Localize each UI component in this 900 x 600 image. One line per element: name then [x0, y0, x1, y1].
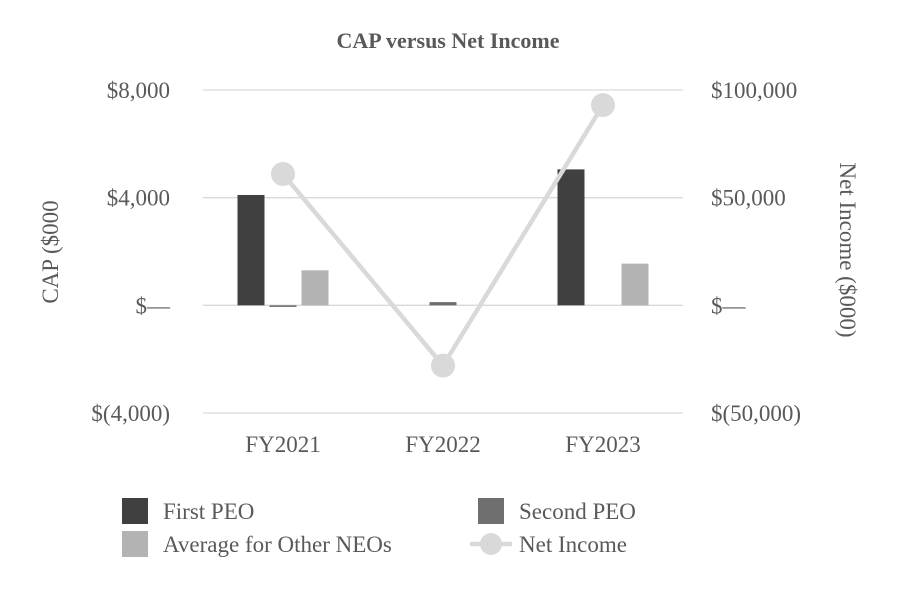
left-tick-label: $4,000 — [107, 186, 170, 211]
right-tick-label: $50,000 — [711, 186, 786, 211]
right-tick-label: $— — [711, 293, 747, 318]
bar-second-peo-fy2022 — [429, 302, 457, 306]
right-axis-label: Net Income ($000) — [835, 163, 860, 338]
net-income-line — [281, 103, 605, 368]
legend-label-net-income: Net Income — [519, 532, 627, 557]
x-tick-label: FY2021 — [245, 432, 320, 457]
left-axis-label: CAP ($000 — [38, 200, 63, 303]
legend-swatch-first-peo — [122, 498, 148, 524]
net-income-line-group — [271, 93, 615, 378]
right-tick-label: $(50,000) — [711, 401, 801, 426]
bar-average-for-other-neos-fy2023 — [621, 263, 649, 306]
left-tick-label: $(4,000) — [91, 401, 170, 426]
bar-average-for-other-neos-fy2021 — [301, 270, 329, 306]
legend-swatch-second-peo — [478, 498, 504, 524]
legend: First PEO Second PEO Average for Other NEO… — [122, 498, 636, 557]
legend-label-second-peo: Second PEO — [519, 499, 636, 524]
net-income-point-fy2023 — [591, 93, 615, 118]
net-income-point-fy2022 — [431, 353, 455, 378]
x-tick-label: FY2023 — [565, 432, 640, 457]
legend-swatch-marker-net-income — [480, 533, 502, 555]
bar-second-peo-fy2021 — [269, 305, 297, 307]
x-axis-ticks: FY2021 FY2022 FY2023 — [245, 432, 640, 457]
left-tick-label: $8,000 — [107, 78, 170, 103]
left-tick-label: $— — [136, 293, 172, 318]
right-tick-label: $100,000 — [711, 78, 797, 103]
net-income-point-fy2021 — [271, 161, 295, 186]
x-tick-label: FY2022 — [405, 432, 480, 457]
chart-title: CAP versus Net Income — [336, 28, 559, 53]
left-axis-ticks: $(4,000) $— $4,000 $8,000 — [91, 78, 171, 426]
bars — [237, 169, 649, 307]
legend-swatch-average-for-other-neos — [122, 531, 148, 557]
legend-label-first-peo: First PEO — [163, 499, 254, 524]
legend-label-average-for-other-neos: Average for Other NEOs — [163, 532, 392, 557]
bar-first-peo-fy2023 — [557, 169, 585, 306]
bar-first-peo-fy2021 — [237, 194, 265, 306]
right-axis-ticks: $(50,000) $— $50,000 $100,000 — [711, 78, 801, 426]
